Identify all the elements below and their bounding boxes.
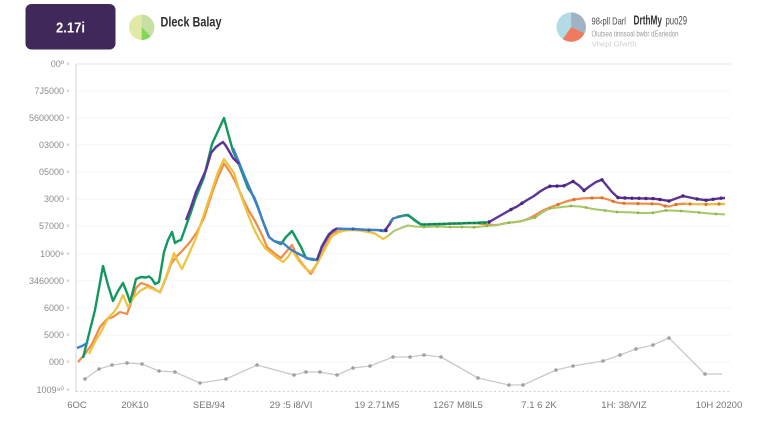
- svg-text:98‹pll Darl: 98‹pll Darl: [592, 16, 627, 28]
- svg-text:Dleck Balay: Dleck Balay: [161, 14, 222, 30]
- svg-text:20K10: 20K10: [121, 400, 148, 411]
- svg-text:2.17i: 2.17i: [56, 21, 85, 37]
- svg-text:1000⁹: 1000⁹: [40, 249, 64, 259]
- svg-text:1009⁹⁰: 1009⁹⁰: [37, 385, 65, 395]
- svg-text:DrthMy: DrthMy: [634, 14, 663, 28]
- svg-text:00º: 00º: [51, 59, 65, 69]
- svg-text:5000: 5000: [44, 330, 64, 340]
- svg-text:×: ×: [66, 142, 70, 149]
- svg-text:29 :5 i8/VI: 29 :5 i8/VI: [270, 400, 313, 411]
- svg-text:19 2.71M5: 19 2.71M5: [355, 400, 400, 411]
- svg-text:3000: 3000: [44, 194, 64, 204]
- svg-text:6000: 6000: [44, 303, 64, 313]
- svg-text:puo29: puo29: [666, 14, 688, 28]
- svg-text:7J5000: 7J5000: [34, 86, 64, 96]
- svg-text:×: ×: [66, 169, 70, 176]
- svg-text:03000: 03000: [39, 140, 64, 150]
- svg-text:×: ×: [66, 196, 70, 203]
- svg-text:57000: 57000: [39, 221, 64, 231]
- svg-text:7.1 6 2K: 7.1 6 2K: [521, 400, 557, 411]
- svg-text:×: ×: [66, 359, 70, 366]
- svg-text:5600000: 5600000: [29, 113, 64, 123]
- svg-text:SEB/94: SEB/94: [193, 400, 225, 411]
- svg-text:6OC: 6OC: [67, 400, 87, 411]
- svg-text:×: ×: [66, 115, 70, 122]
- svg-text:×: ×: [66, 387, 70, 394]
- svg-text:×: ×: [66, 251, 70, 258]
- svg-text:×: ×: [66, 61, 70, 68]
- svg-text:×: ×: [66, 223, 70, 230]
- svg-text:05000: 05000: [39, 167, 64, 177]
- svg-text:3460000: 3460000: [29, 276, 64, 286]
- svg-text:1H: 38/VIZ: 1H: 38/VIZ: [601, 400, 647, 411]
- svg-text:×: ×: [66, 332, 70, 339]
- svg-text:×: ×: [66, 88, 70, 95]
- svg-text:1267 M8lL5: 1267 M8lL5: [433, 400, 483, 411]
- svg-text:10H 20200: 10H 20200: [696, 400, 742, 411]
- svg-text:×: ×: [66, 278, 70, 285]
- svg-text:×: ×: [66, 305, 70, 312]
- svg-text:000: 000: [49, 357, 64, 367]
- svg-text:Vhept Gfwrth: Vhept Gfwrth: [592, 42, 637, 49]
- svg-text:Olutsea tinnsoal bwbr dEariedo: Olutsea tinnsoal bwbr dEariedon: [592, 29, 679, 39]
